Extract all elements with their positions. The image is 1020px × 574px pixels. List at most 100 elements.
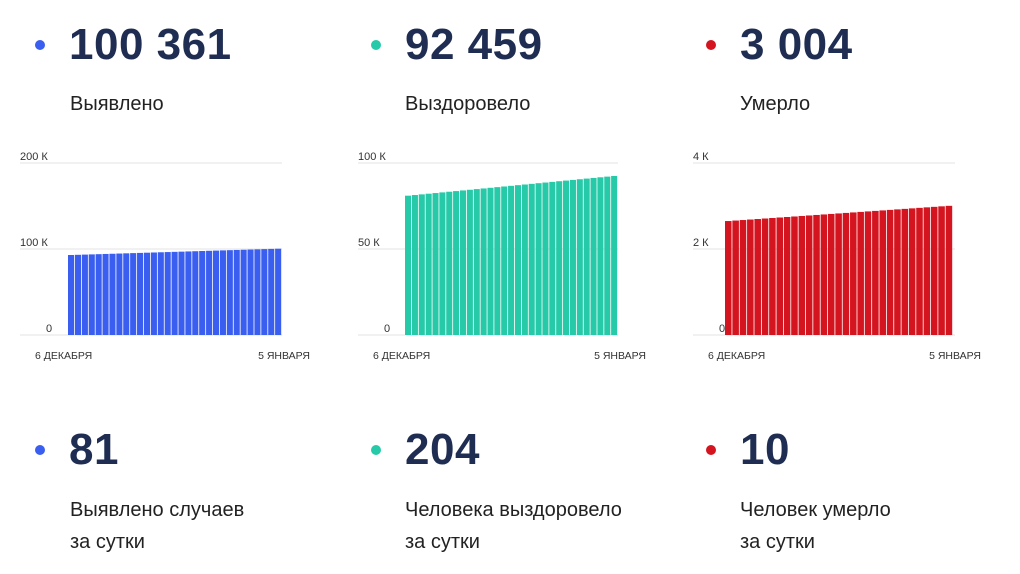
daily-died-label-line1: Человек умерло	[740, 499, 891, 521]
bar	[791, 216, 798, 335]
bar	[563, 180, 570, 335]
bar	[275, 248, 282, 335]
bar	[261, 249, 268, 335]
died-dot	[706, 445, 716, 455]
bar	[597, 177, 604, 335]
bar	[769, 218, 776, 335]
bar	[528, 183, 535, 335]
y-tick-label: 100 К	[20, 237, 48, 249]
bar	[569, 179, 576, 335]
bar	[894, 209, 901, 335]
bar	[171, 251, 178, 335]
bar	[226, 250, 233, 335]
daily-died-label-line2: за сутки	[740, 531, 815, 553]
total-recovered: 92 459	[371, 20, 543, 70]
total-detected-label: Выявлено	[70, 93, 164, 115]
bar	[466, 189, 473, 335]
recovered-chart: 0 50 К 100 К 6 ДЕКАБРЯ 5 ЯНВАРЯ	[358, 151, 646, 362]
bar	[508, 185, 515, 335]
bar	[453, 191, 460, 335]
daily-died: 10	[706, 425, 790, 475]
daily-recovered: 204	[371, 425, 480, 475]
y-tick-label: 50 К	[358, 237, 380, 249]
daily-detected-label-line2: за сутки	[70, 531, 145, 553]
bar	[514, 185, 522, 335]
bar	[494, 187, 501, 335]
bar	[240, 249, 247, 335]
bar	[901, 208, 909, 335]
bar	[813, 214, 820, 335]
bar	[268, 248, 275, 335]
detected-column: 100 361 Выявлено 0 100 К 200 К 6 ДЕКАБРЯ 5 Я…	[0, 0, 320, 574]
bar	[143, 252, 151, 335]
daily-died-value: 10	[740, 425, 790, 474]
bar	[425, 193, 432, 335]
detected-dot	[35, 445, 45, 455]
bar	[761, 218, 769, 335]
bar	[116, 253, 123, 335]
bar	[604, 176, 611, 335]
bar	[938, 206, 945, 335]
bar	[879, 210, 887, 335]
total-died-value: 3 004	[740, 20, 853, 69]
daily-recovered-label: Человека выздоровело за сутки	[405, 494, 622, 558]
bar	[923, 207, 931, 335]
bar	[68, 255, 75, 335]
bar	[798, 215, 806, 335]
daily-detected-label: Выявлено случаев за сутки	[70, 494, 244, 558]
bar	[916, 207, 923, 335]
x-label-end: 5 ЯНВАРЯ	[929, 350, 981, 362]
total-died-label: Умерло	[740, 93, 811, 115]
total-detected: 100 361	[35, 20, 232, 70]
bar	[480, 188, 487, 335]
daily-detected-label-line1: Выявлено случаев	[70, 499, 245, 521]
bar	[864, 211, 872, 335]
bar	[446, 191, 453, 335]
bar	[219, 250, 226, 335]
bar	[747, 219, 754, 335]
bar	[123, 253, 130, 335]
total-died: 3 004	[706, 20, 853, 70]
bar	[872, 210, 879, 335]
recovered-dot	[371, 445, 381, 455]
bar	[542, 182, 549, 335]
bar	[102, 253, 109, 335]
bar	[206, 250, 213, 335]
bar	[535, 183, 542, 335]
bar	[501, 186, 508, 335]
x-label-end: 5 ЯНВАРЯ	[258, 350, 310, 362]
bar	[611, 175, 618, 335]
bar	[930, 206, 938, 335]
bar	[88, 254, 95, 335]
bar	[549, 181, 556, 335]
bar	[130, 253, 137, 335]
bar	[857, 211, 864, 335]
bar	[945, 205, 953, 335]
bar	[192, 251, 199, 335]
bar	[842, 212, 850, 335]
bar	[556, 181, 563, 335]
y-tick-label: 100 К	[358, 151, 386, 163]
daily-died-label: Человек умерло за сутки	[740, 494, 891, 558]
bar	[411, 195, 418, 335]
recovered-column: 92 459 Выздоровело 0 50 К 100 К 6 ДЕКАБРЯ 5 …	[338, 0, 658, 574]
bar	[233, 249, 240, 335]
recovered-dot	[371, 40, 381, 50]
died-chart: 0 2 К 4 К 6 ДЕКАБРЯ 5 ЯНВАРЯ	[693, 151, 981, 362]
bar	[212, 250, 220, 335]
bar	[157, 252, 164, 335]
bar	[783, 216, 791, 335]
bar	[439, 192, 446, 335]
bar	[725, 221, 732, 335]
bar	[521, 184, 528, 335]
daily-recovered-label-line2: за сутки	[405, 531, 480, 553]
bar	[850, 212, 857, 335]
daily-recovered-label-line1: Человека выздоровело	[405, 499, 622, 521]
bar	[835, 213, 842, 335]
x-label-start: 6 ДЕКАБРЯ	[708, 350, 765, 362]
bar	[95, 254, 102, 335]
y-tick-label: 0	[384, 323, 390, 335]
y-tick-label: 0	[719, 323, 725, 335]
y-tick-label: 0	[46, 323, 52, 335]
detected-chart: 0 100 К 200 К 6 ДЕКАБРЯ 5 ЯНВАРЯ	[20, 151, 310, 362]
